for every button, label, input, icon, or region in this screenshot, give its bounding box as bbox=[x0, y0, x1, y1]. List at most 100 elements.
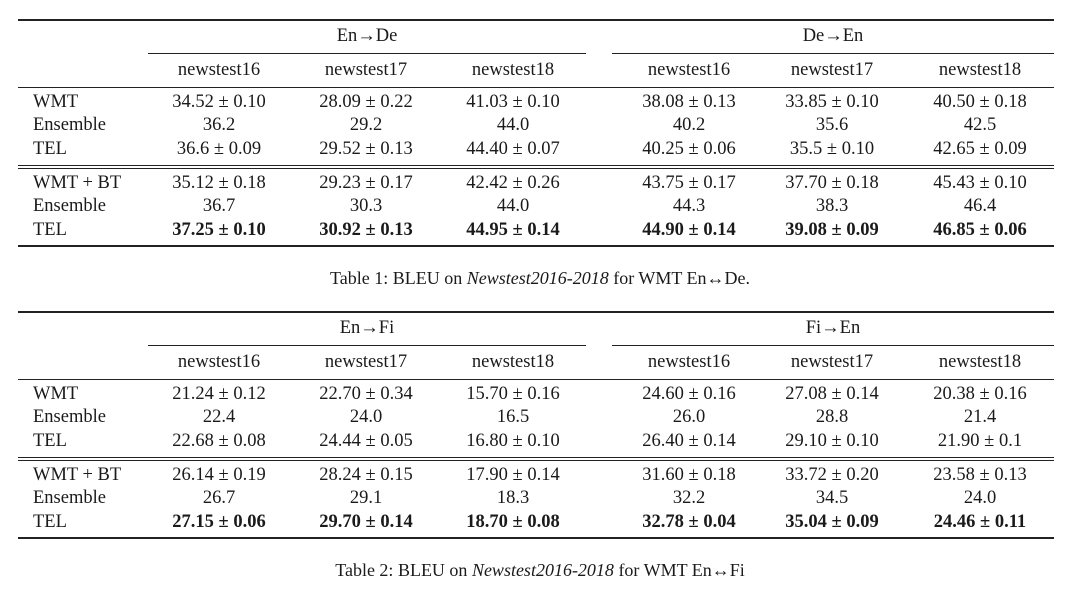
table-caption: Table 2: BLEU on Newstest2016-2018 for W… bbox=[0, 560, 1080, 581]
results-table: En→De De→En newstest16 newstest17 newstest18… bbox=[0, 0, 1080, 292]
row-label: WMT bbox=[33, 92, 79, 112]
table-cell: 16.80 ± 0.10 bbox=[466, 430, 560, 451]
caption-suffix: for WMT En↔Fi bbox=[613, 560, 745, 580]
table-cell: 40.25 ± 0.06 bbox=[642, 138, 736, 159]
table-cell: 42.42 ± 0.26 bbox=[466, 173, 560, 193]
table-cell: 22.68 ± 0.08 bbox=[172, 430, 266, 451]
row-label: TEL bbox=[33, 430, 67, 451]
row-label: Ensemble bbox=[33, 407, 106, 428]
table-cell: 29.1 bbox=[349, 488, 383, 509]
row-label: WMT bbox=[33, 384, 79, 404]
table-cell: 21.4 bbox=[963, 407, 997, 428]
table-cell: 40.2 bbox=[672, 115, 706, 136]
table-cell: 24.60 ± 0.16 bbox=[642, 384, 736, 404]
group-header: De→En bbox=[802, 26, 864, 46]
table-cell: 26.14 ± 0.19 bbox=[172, 465, 266, 485]
column-header: newstest16 bbox=[647, 60, 731, 80]
table-cell: 24.46 ± 0.11 bbox=[933, 511, 1027, 532]
caption-italic: Newstest2016-2018 bbox=[466, 268, 609, 288]
table-cell: 36.2 bbox=[202, 115, 236, 136]
table-cell: 36.7 bbox=[202, 196, 236, 217]
column-header: newstest16 bbox=[177, 352, 261, 372]
table-cell: 21.24 ± 0.12 bbox=[172, 384, 266, 404]
table-cell: 31.60 ± 0.18 bbox=[642, 465, 736, 485]
caption-prefix: Table 1: BLEU on bbox=[329, 268, 467, 288]
top-rule bbox=[18, 311, 1054, 313]
row-label: TEL bbox=[33, 138, 67, 159]
table-cell: 27.15 ± 0.06 bbox=[172, 511, 266, 532]
table-cell: 28.24 ± 0.15 bbox=[319, 465, 413, 485]
table-cell: 37.70 ± 0.18 bbox=[785, 173, 879, 193]
table-cell: 32.2 bbox=[672, 488, 706, 509]
mid-rule bbox=[18, 168, 1054, 169]
column-header: newstest17 bbox=[324, 60, 408, 80]
row-label: Ensemble bbox=[33, 488, 106, 509]
table-cell: 46.85 ± 0.06 bbox=[933, 219, 1027, 240]
table-cell: 23.58 ± 0.13 bbox=[933, 465, 1027, 485]
table-cell: 29.52 ± 0.13 bbox=[319, 138, 413, 159]
mid-rule bbox=[18, 165, 1054, 166]
mid-rule bbox=[18, 460, 1054, 461]
table-cell: 46.4 bbox=[963, 196, 997, 217]
table-cell: 18.70 ± 0.08 bbox=[466, 511, 560, 532]
table-cell: 26.0 bbox=[672, 407, 706, 428]
header-rule bbox=[18, 379, 1054, 380]
column-header: newstest16 bbox=[647, 352, 731, 372]
table-cell: 27.08 ± 0.14 bbox=[785, 384, 879, 404]
row-label: WMT + BT bbox=[33, 465, 122, 485]
table-cell: 44.90 ± 0.14 bbox=[642, 219, 736, 240]
group-underline bbox=[148, 345, 586, 346]
column-header: newstest18 bbox=[938, 352, 1022, 372]
table-cell: 44.0 bbox=[496, 115, 530, 136]
table-cell: 38.3 bbox=[815, 196, 849, 217]
table-cell: 29.70 ± 0.14 bbox=[319, 511, 413, 532]
table-cell: 33.72 ± 0.20 bbox=[785, 465, 879, 485]
table-cell: 17.90 ± 0.14 bbox=[466, 465, 560, 485]
header-rule bbox=[18, 87, 1054, 88]
caption-prefix: Table 2: BLEU on bbox=[335, 560, 472, 580]
results-table: En→Fi Fi→En newstest16 newstest17 newstest18… bbox=[0, 0, 1080, 580]
top-rule bbox=[18, 19, 1054, 21]
group-underline bbox=[612, 53, 1054, 54]
table-cell: 33.85 ± 0.10 bbox=[785, 92, 879, 112]
bottom-rule bbox=[18, 537, 1054, 539]
table-cell: 18.3 bbox=[496, 488, 530, 509]
column-header: newstest18 bbox=[471, 60, 555, 80]
mid-rule bbox=[18, 457, 1054, 458]
table-cell: 44.95 ± 0.14 bbox=[466, 219, 560, 240]
column-header: newstest16 bbox=[177, 60, 261, 80]
table-cell: 35.5 ± 0.10 bbox=[789, 138, 875, 159]
table-cell: 42.65 ± 0.09 bbox=[933, 138, 1027, 159]
column-header: newstest17 bbox=[790, 352, 874, 372]
table-cell: 32.78 ± 0.04 bbox=[642, 511, 736, 532]
row-label: Ensemble bbox=[33, 115, 106, 136]
table-cell: 29.2 bbox=[349, 115, 383, 136]
table-cell: 42.5 bbox=[963, 115, 997, 136]
table-cell: 36.6 ± 0.09 bbox=[176, 138, 262, 159]
table-cell: 21.90 ± 0.1 bbox=[937, 430, 1023, 451]
column-header: newstest17 bbox=[324, 352, 408, 372]
table-cell: 22.4 bbox=[202, 407, 236, 428]
table-cell: 35.12 ± 0.18 bbox=[172, 173, 266, 193]
table-cell: 45.43 ± 0.10 bbox=[933, 173, 1027, 193]
table-cell: 20.38 ± 0.16 bbox=[933, 384, 1027, 404]
table-cell: 40.50 ± 0.18 bbox=[933, 92, 1027, 112]
caption-suffix: for WMT En↔De. bbox=[608, 268, 751, 288]
group-header: Fi→En bbox=[805, 318, 861, 338]
table-cell: 37.25 ± 0.10 bbox=[172, 219, 266, 240]
table-cell: 29.10 ± 0.10 bbox=[785, 430, 879, 451]
table-cell: 24.0 bbox=[963, 488, 997, 509]
row-label: WMT + BT bbox=[33, 173, 122, 193]
table-cell: 30.3 bbox=[349, 196, 383, 217]
column-header: newstest17 bbox=[790, 60, 874, 80]
table-cell: 35.04 ± 0.09 bbox=[785, 511, 879, 532]
group-underline bbox=[148, 53, 586, 54]
table-cell: 44.0 bbox=[496, 196, 530, 217]
table-cell: 34.5 bbox=[815, 488, 849, 509]
table-cell: 28.09 ± 0.22 bbox=[319, 92, 413, 112]
table-cell: 29.23 ± 0.17 bbox=[319, 173, 413, 193]
column-header: newstest18 bbox=[471, 352, 555, 372]
table-cell: 38.08 ± 0.13 bbox=[642, 92, 736, 112]
table-cell: 26.7 bbox=[202, 488, 236, 509]
row-label: Ensemble bbox=[33, 196, 106, 217]
